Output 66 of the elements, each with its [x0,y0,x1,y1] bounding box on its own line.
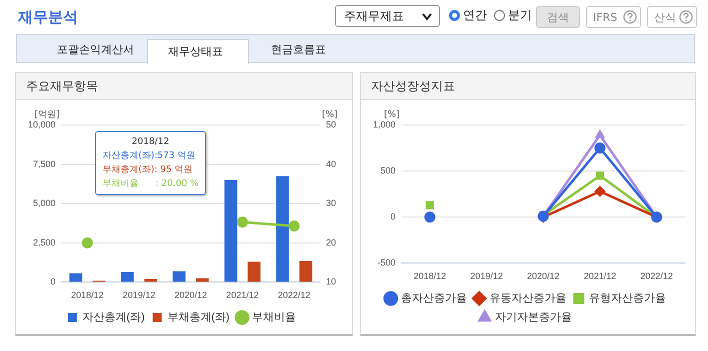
bar [224,180,238,282]
bar [276,176,289,282]
y2-axis-title: [%] [322,110,338,120]
x-tick-label: 2018/12 [414,271,446,282]
x-tick-label: 2021/12 [584,271,616,282]
annotation: 자산총계(좌):573 억원 [102,150,196,163]
y-tick-label: 2,500 [32,237,56,248]
x-tick-label: 2021/12 [226,290,259,300]
x-tick-label: 2019/12 [122,290,156,300]
y-axis-title: [억원] [34,110,60,120]
point [596,172,604,180]
point [594,142,606,154]
point [82,237,93,248]
point [288,220,300,232]
annotation: 부채총계(좌): 95 억원 [102,164,194,177]
text: 분기 [508,7,532,24]
text: 연간 [463,7,487,24]
text: 포괄손익계산서 [57,42,134,57]
y2-tick-label: 20 [326,237,336,248]
y2-tick-label: 40 [326,158,336,169]
legend-label: 유동자산증가율 [489,292,566,305]
y-tick-label: -500 [378,258,396,268]
legend-label: 자산총계(좌) [82,312,145,324]
y-tick-label: 5,000 [32,198,56,208]
text: 재무분석 [18,8,78,27]
x-tick-label: 2020/12 [526,271,560,282]
chart-title: 주요재무항목 [16,73,352,100]
text: 검색 [536,6,580,28]
bar [144,279,158,282]
y-tick-label: 500 [380,166,396,176]
text: 현금흐름표 [271,42,326,57]
y-tick-label: 1,000 [372,119,396,130]
y-tick-label: 0 [50,276,56,287]
x-tick-label: 2022/12 [278,290,310,300]
x-tick-label: 2019/12 [470,271,503,282]
text: 산식 [647,6,697,28]
point [594,186,606,197]
y-axis-title: [%] [384,110,400,120]
text: IFRS [586,6,641,28]
bar [299,260,312,282]
y2-tick-label: 50 [326,119,336,130]
legend-label: 자기자본증가율 [494,312,572,324]
annotation: 부채비율 : 20.00 % [102,178,199,191]
legend-label: 유형자산증가율 [588,292,666,305]
point [236,216,248,228]
annotation: 2018/12 [130,136,170,149]
text: 주재무제표 [335,5,440,27]
x-tick-label: 2018/12 [71,290,104,300]
y-tick-label: 10,000 [28,119,56,130]
bar [172,271,186,282]
y-tick-label: 0 [390,212,396,222]
legend-label: 총자산증가율 [400,292,467,305]
y-tick-label: 7,500 [32,158,56,169]
legend-label: 부채총계(좌) [167,312,230,324]
point [426,201,434,210]
bar [248,262,260,282]
y2-tick-label: 10 [326,276,336,287]
text: 재무상태표 [168,44,223,59]
legend-label: 부채비율 [252,312,296,324]
x-tick-label: 2022/12 [640,271,673,282]
y2-tick-label: 30 [326,198,336,208]
bar [121,272,134,282]
x-tick-label: 2020/12 [174,290,208,300]
bar [69,273,82,282]
chart-title: 자산성장성지표 [361,73,695,100]
point [424,212,436,223]
